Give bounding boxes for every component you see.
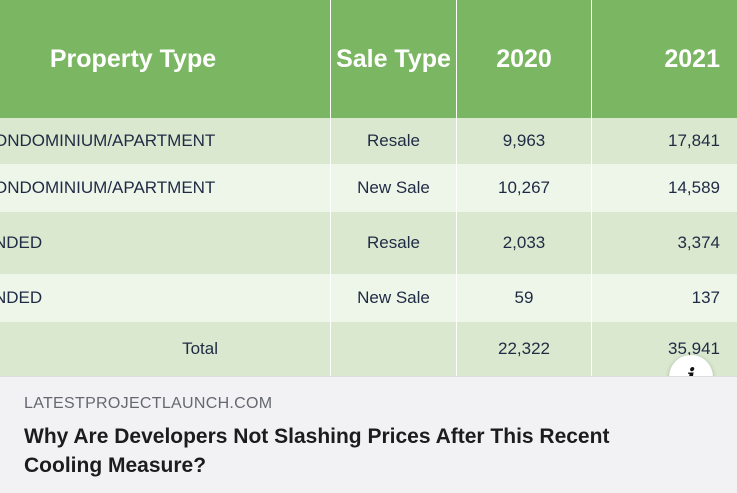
cell-2020: 10,267 <box>498 178 550 197</box>
cell-2020: 59 <box>514 288 534 307</box>
article-headline[interactable]: Why Are Developers Not Slashing Prices A… <box>24 425 610 477</box>
sales-table-image: Property Type Sale Type 2020 2021 ONDOMI… <box>0 0 737 376</box>
table-row: NDED New Sale 59 137 <box>0 274 737 322</box>
total-label: Total <box>182 339 218 358</box>
source-domain: LATESTPROJECTLAUNCH.COM <box>24 395 273 412</box>
cell-2020: 2,033 <box>502 233 546 252</box>
link-preview-footer[interactable]: LATESTPROJECTLAUNCH.COM Why Are Develope… <box>0 376 737 493</box>
cell-2021: 3,374 <box>677 233 720 252</box>
cell-2021: 137 <box>691 288 720 307</box>
cell-property-type: NDED <box>0 288 43 307</box>
column-divider <box>456 0 457 376</box>
column-divider <box>330 0 331 376</box>
table-row: ONDOMINIUM/APARTMENT New Sale 10,267 14,… <box>0 164 737 212</box>
column-divider <box>591 0 592 376</box>
table-row: ONDOMINIUM/APARTMENT Resale 9,963 17,841 <box>0 118 737 164</box>
cell-property-type: ONDOMINIUM/APARTMENT <box>0 131 216 150</box>
cell-sale-type: New Sale <box>357 178 430 197</box>
cell-sale-type: Resale <box>367 131 420 150</box>
cell-2020: 9,963 <box>502 131 546 150</box>
table-total-row: Total 22,322 35,941 <box>0 322 737 376</box>
cell-2021: 17,841 <box>668 131 720 150</box>
table-row: NDED Resale 2,033 3,374 <box>0 212 737 274</box>
header-2020: 2020 <box>496 44 552 73</box>
total-2020: 22,322 <box>498 339 550 358</box>
total-2021: 35,941 <box>668 339 720 358</box>
table-header-row: Property Type Sale Type 2020 2021 <box>0 0 737 118</box>
header-sale-type: Sale Type <box>336 44 451 73</box>
cell-2021: 14,589 <box>668 178 720 197</box>
header-2021: 2021 <box>664 44 720 73</box>
header-property-type: Property Type <box>49 44 217 73</box>
cell-property-type: ONDOMINIUM/APARTMENT <box>0 178 216 197</box>
cell-sale-type: New Sale <box>357 288 430 307</box>
cell-sale-type: Resale <box>367 233 420 252</box>
cell-property-type: NDED <box>0 233 43 252</box>
